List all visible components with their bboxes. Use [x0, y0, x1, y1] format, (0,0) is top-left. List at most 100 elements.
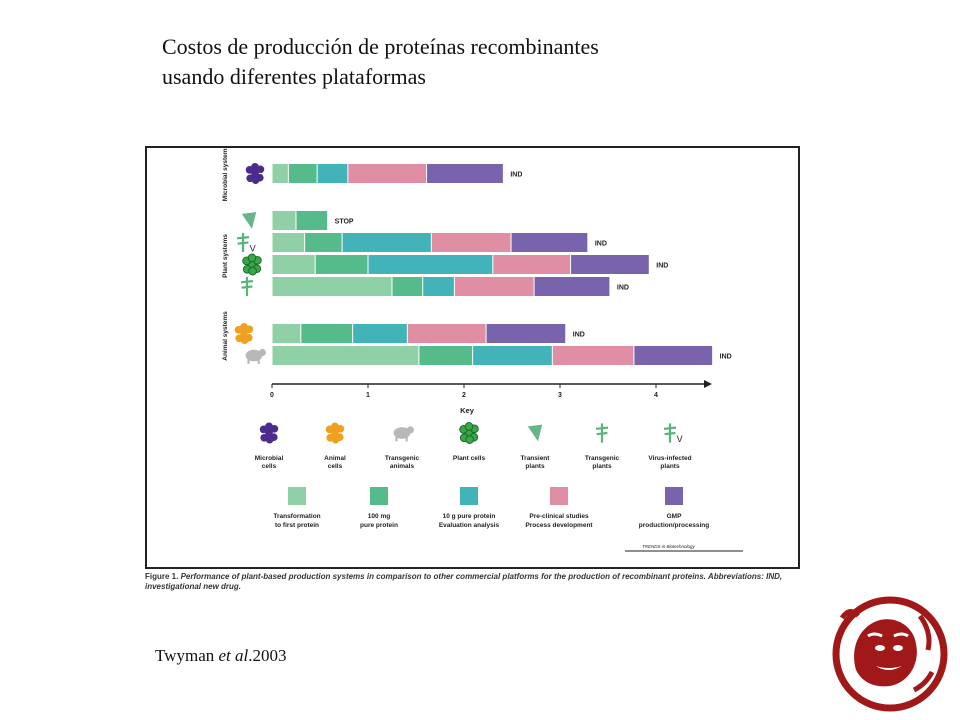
bar-end-label-2: IND	[595, 241, 607, 248]
x-tick-label-1: 1	[366, 392, 370, 399]
key-stage-label2-2: Evaluation analysis	[439, 522, 500, 529]
bar-segment-r5-s2	[353, 324, 407, 343]
key-icon-transient	[527, 424, 543, 442]
emblem-logo	[832, 596, 948, 712]
bar-segment-r5-s3	[407, 324, 486, 343]
x-tick-label-4: 4	[654, 392, 658, 399]
group-label-1: Plant systems	[222, 234, 229, 278]
bar-segment-r0-s4	[427, 164, 503, 183]
bar-segment-r6-s1	[419, 346, 473, 365]
bar-segment-r4-s2	[423, 277, 454, 296]
key-stage-label-1: 100 mg	[368, 513, 390, 520]
svg-text:V: V	[250, 244, 256, 254]
key-system-label2-5: plants	[592, 463, 612, 470]
row-icon-transient	[241, 212, 257, 229]
x-axis-label: Key	[460, 406, 475, 415]
key-system-label2-4: plants	[525, 463, 545, 470]
key-stage-label2-4: production/processing	[639, 522, 709, 529]
production-chart: Microbial systems Plant systems Animal sys…	[222, 148, 743, 552]
key-stage-label2-1: pure protein	[360, 522, 398, 529]
key-icon-animalcell	[325, 422, 345, 444]
slide-title-line-2: usando diferentes plataformas	[162, 64, 426, 89]
bar-segment-r3-s1	[315, 255, 368, 274]
key-stage-label2-3: Process development	[525, 522, 593, 529]
bar-segment-r4-s0	[272, 277, 392, 296]
row-icon-transanimal	[245, 348, 266, 364]
key-stage-label-0: Transformation	[273, 513, 320, 520]
bar-segment-r3-s4	[571, 255, 649, 274]
key-icon-transanimal	[393, 426, 414, 442]
svg-text:V: V	[677, 434, 683, 444]
bar-end-label-5: IND	[573, 332, 585, 339]
bar-segment-r4-s1	[392, 277, 423, 296]
bar-segment-r0-s3	[348, 164, 427, 183]
journal-credit: TRENDS in Biotechnology	[642, 544, 696, 549]
key-stage-label-4: GMP	[667, 513, 682, 520]
bar-segment-r2-s4	[511, 233, 588, 252]
bar-segment-r5-s4	[486, 324, 566, 343]
x-tick-label-0: 0	[270, 392, 274, 399]
group-label-0: Microbial systems	[222, 148, 229, 201]
bar-end-label-1: STOP	[335, 219, 354, 226]
key-swatch-3	[550, 487, 568, 505]
figure-caption-text: Performance of plant-based production sy…	[145, 572, 783, 591]
bar-segment-r6-s3	[552, 346, 634, 365]
key-icon-microbial	[259, 422, 279, 444]
bar-segment-r5-s1	[301, 324, 353, 343]
bar-segment-r6-s2	[473, 346, 552, 365]
bar-segment-r1-s1	[296, 211, 328, 230]
bar-segment-r3-s0	[272, 255, 315, 274]
bar-segment-r1-s0	[272, 211, 296, 230]
key-stage-label-2: 10 g pure protein	[443, 513, 496, 520]
row-icon-plantcell	[242, 253, 262, 276]
key-system-label-6: Virus-infected	[648, 455, 691, 462]
slide-title: Costos de producción de proteínas recomb…	[162, 32, 782, 92]
slide-title-line-1: Costos de producción de proteínas recomb…	[162, 34, 599, 59]
key-system-label2-0: cells	[262, 463, 277, 470]
key-stage-label2-0: to first protein	[275, 522, 319, 529]
bar-segment-r4-s3	[454, 277, 534, 296]
bar-segment-r2-s2	[342, 233, 431, 252]
bar-segment-r2-s0	[272, 233, 305, 252]
key-swatch-1	[370, 487, 388, 505]
citation-etal: et al	[218, 646, 249, 665]
key-swatch-4	[665, 487, 683, 505]
bar-segment-r2-s1	[305, 233, 342, 252]
key-stage-label-3: Pre-clinical studies	[529, 513, 589, 520]
x-axis-arrow	[704, 380, 712, 388]
figure-caption-label: Figure 1.	[145, 572, 179, 581]
key-icon-transgenic	[595, 423, 609, 443]
key-system-label2-2: animals	[390, 463, 415, 470]
bar-end-label-0: IND	[510, 172, 522, 179]
bar-segment-r0-s0	[272, 164, 288, 183]
group-label-2: Animal systems	[222, 311, 229, 361]
row-icon-virus: V	[236, 232, 256, 254]
key-system-label-5: Transgenic	[585, 455, 620, 462]
bar-segment-r5-s0	[272, 324, 301, 343]
key-system-label-2: Transgenic	[385, 455, 420, 462]
row-icon-microbial	[245, 163, 265, 184]
key-system-label2-6: plants	[660, 463, 680, 470]
bar-segment-r0-s1	[288, 164, 317, 183]
bar-segment-r3-s2	[368, 255, 493, 274]
figure-caption: Figure 1. Performance of plant-based pro…	[145, 572, 805, 592]
x-tick-label-3: 3	[558, 392, 562, 399]
citation: Twyman et al.2003	[155, 646, 287, 666]
citation-author: Twyman	[155, 646, 219, 665]
bar-segment-r0-s2	[317, 164, 348, 183]
key-icon-virus: V	[663, 423, 683, 444]
bar-segment-r3-s3	[493, 255, 571, 274]
key-system-label-0: Microbial	[255, 455, 284, 462]
key-system-label-3: Plant cells	[453, 455, 486, 462]
x-tick-label-2: 2	[462, 392, 466, 399]
key-system-label-4: Transient	[521, 455, 551, 462]
bar-segment-r4-s4	[534, 277, 610, 296]
key-swatch-0	[288, 487, 306, 505]
key-swatch-2	[460, 487, 478, 505]
bar-segment-r6-s0	[272, 346, 419, 365]
figure-frame: Microbial systems Plant systems Animal sys…	[145, 146, 800, 569]
key-system-label2-1: cells	[328, 463, 343, 470]
bar-segment-r2-s3	[431, 233, 511, 252]
key-system-label-1: Animal	[324, 455, 346, 462]
bar-end-label-4: IND	[617, 285, 629, 292]
